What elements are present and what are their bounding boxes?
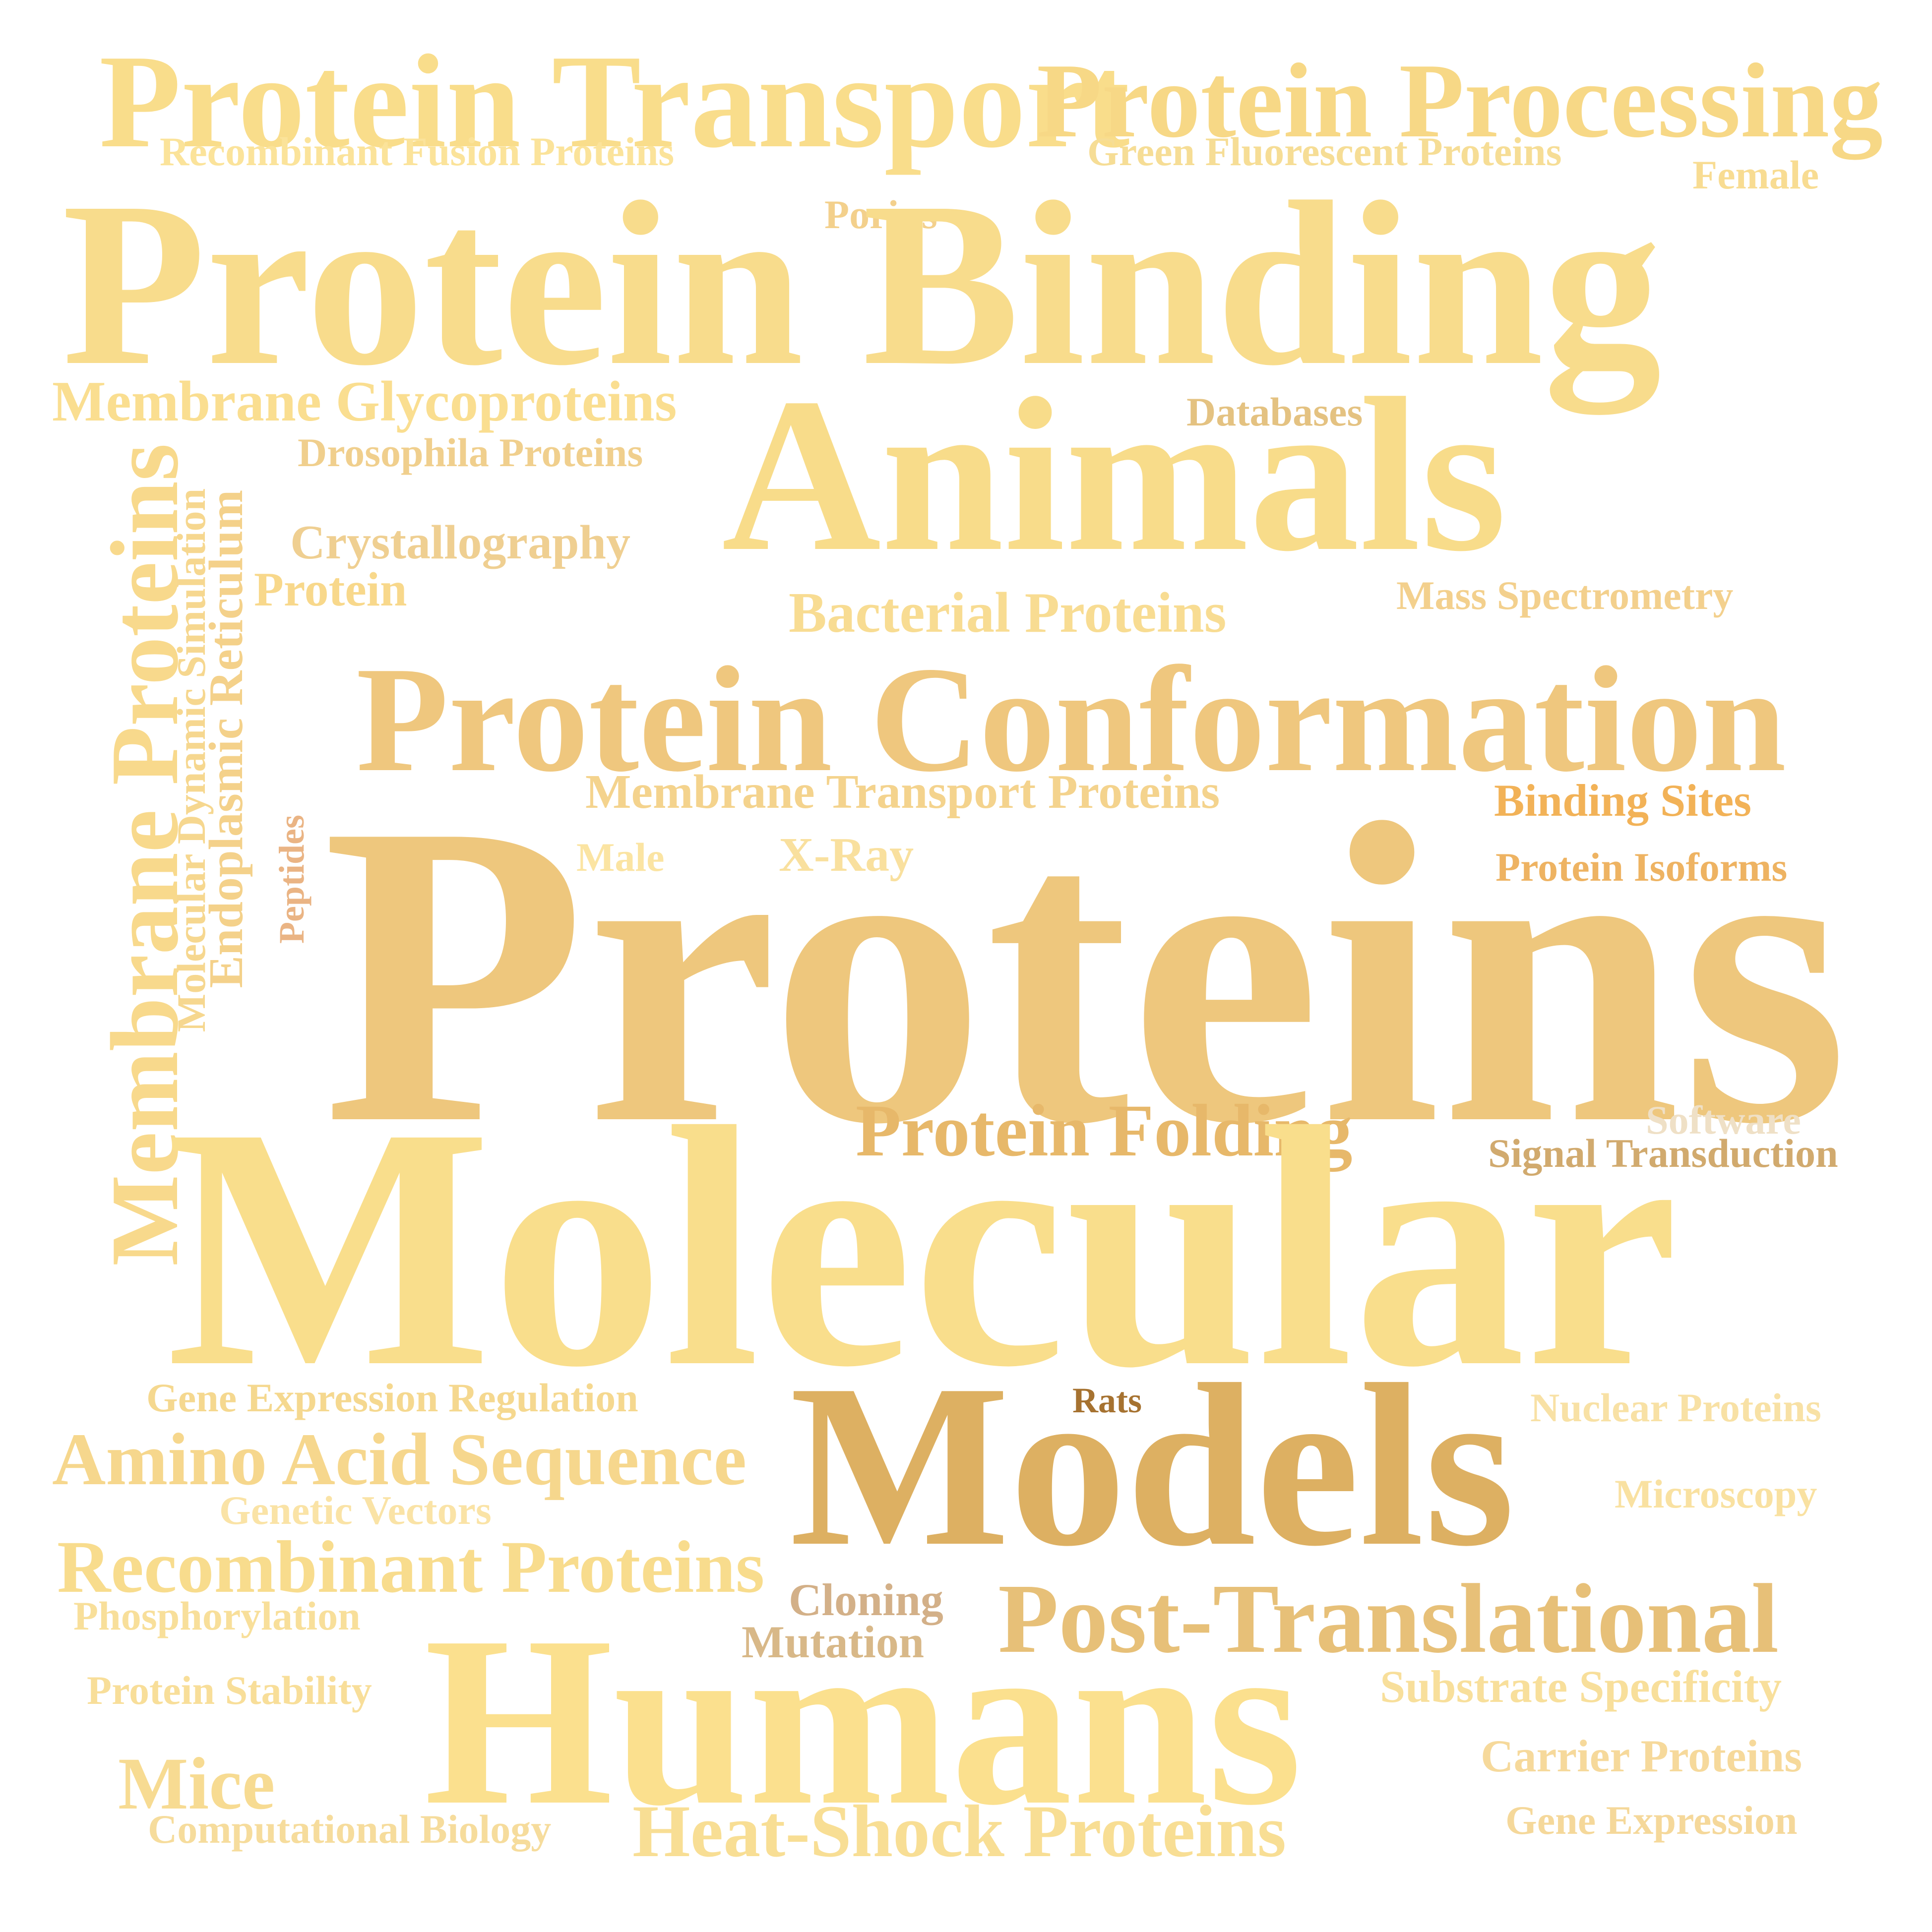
word-rats: Rats	[1072, 1381, 1142, 1420]
word-mutation: Mutation	[742, 1617, 924, 1667]
word-gene-expression-regulation: Gene Expression Regulation	[146, 1375, 638, 1420]
word-models: Models	[790, 1336, 1515, 1594]
word-protein-transport: Protein Transport	[99, 27, 1130, 176]
word-endoplasmic-reticulum: Endoplasmic Reticulum	[199, 489, 253, 988]
word-animals: Animals	[722, 353, 1507, 597]
word-phosphorylation: Phosphorylation	[73, 1593, 361, 1638]
word-amino-acid-sequence: Amino Acid Sequence	[52, 1418, 747, 1501]
word-protein-folding: Protein Folding	[856, 1089, 1353, 1172]
word-membrane-glycoproteins: Membrane Glycoproteins	[52, 370, 677, 433]
word-nuclear-proteins: Nuclear Proteins	[1530, 1385, 1821, 1430]
word-cloning: Cloning	[789, 1574, 943, 1625]
word-protein-binding: Protein Binding	[62, 153, 1662, 414]
word-bacterial-proteins: Bacterial Proteins	[789, 581, 1227, 644]
word-molecular: Molecular	[166, 1057, 1679, 1438]
word-recombinant-proteins: Recombinant Proteins	[57, 1526, 765, 1608]
word-female: Female	[1692, 152, 1819, 197]
word-green-fluorescent-proteins: Green Fluorescent Proteins	[1087, 129, 1562, 174]
word-databases: Databases	[1186, 389, 1363, 434]
word-protein-isoforms: Protein Isoforms	[1496, 845, 1788, 890]
word-signal-transduction: Signal Transduction	[1488, 1131, 1838, 1176]
word-protein-conformation: Protein Conformation	[356, 635, 1787, 803]
word-x-ray: X-Ray	[779, 828, 914, 882]
word-microscopy: Microscopy	[1615, 1471, 1817, 1516]
word-protein-stability: Protein Stability	[87, 1668, 372, 1713]
word-substrate-specificity: Substrate Specificity	[1380, 1661, 1782, 1712]
word-computational-biology: Computational Biology	[148, 1807, 552, 1852]
word-genetic-vectors: Genetic Vectors	[219, 1488, 492, 1533]
word-proteins: Proteins	[322, 735, 1849, 1213]
word-carrier-proteins: Carrier Proteins	[1481, 1731, 1803, 1781]
word-humans: Humans	[424, 1586, 1303, 1855]
word-crystallography: Crystallography	[290, 516, 630, 569]
word-binding-sites: Binding Sites	[1494, 775, 1751, 826]
word-protein-processing: Protein Processing	[1037, 41, 1883, 160]
word-porins: Porins	[824, 192, 937, 237]
word-software: Software	[1646, 1097, 1801, 1143]
word-mice: Mice	[118, 1743, 275, 1825]
word-heat-shock-proteins: Heat-Shock Proteins	[632, 1790, 1286, 1872]
word-peptides: Peptides	[272, 815, 312, 944]
word-gene-expression: Gene Expression	[1505, 1798, 1798, 1843]
word-recombinant-fusion-proteins: Recombinant Fusion Proteins	[160, 129, 675, 174]
word-mass-spectrometry: Mass Spectrometry	[1396, 573, 1734, 618]
word-membrane-transport-proteins: Membrane Transport Proteins	[585, 765, 1220, 819]
word-post-translational: Post-Translational	[998, 1564, 1779, 1674]
word-protein: Protein	[254, 563, 407, 616]
word-male: Male	[576, 835, 665, 880]
word-drosophila-proteins: Drosophila Proteins	[298, 430, 643, 475]
